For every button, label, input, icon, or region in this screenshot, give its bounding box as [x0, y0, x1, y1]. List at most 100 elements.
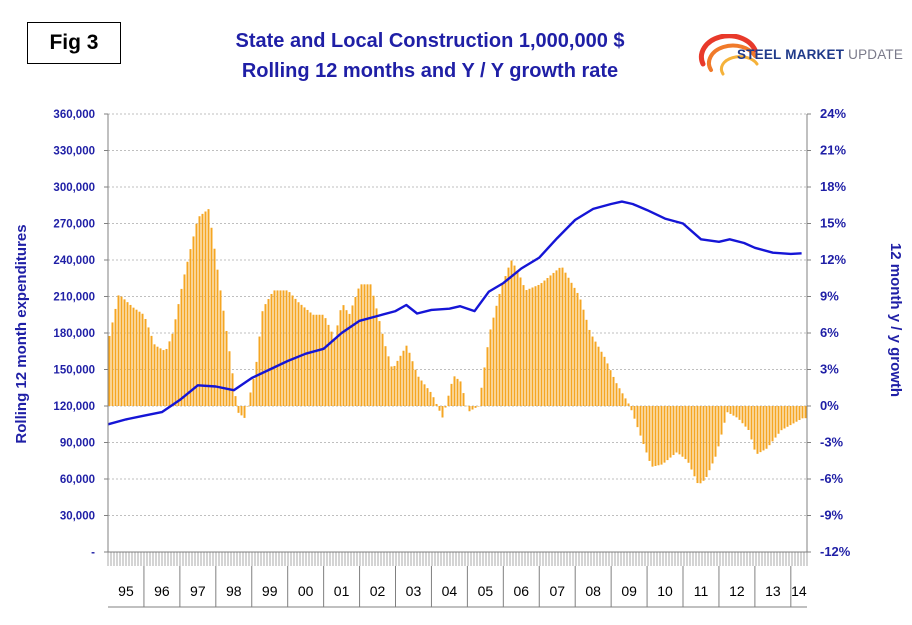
logo-text: STEEL MARKET UPDATE: [737, 47, 903, 62]
growth-bar: [462, 393, 465, 406]
growth-bar: [732, 406, 735, 416]
y-tick-label-right: 21%: [820, 143, 846, 158]
growth-bar: [687, 406, 690, 463]
figure-badge: Fig 3: [27, 22, 121, 64]
axes: [104, 113, 811, 608]
growth-bar: [396, 360, 399, 406]
growth-bar: [267, 299, 270, 406]
growth-bar: [510, 260, 513, 406]
growth-bar: [444, 406, 447, 408]
growth-bar: [423, 384, 426, 406]
growth-bar: [669, 406, 672, 458]
growth-bar: [294, 298, 297, 406]
growth-bar: [147, 327, 150, 406]
growth-bar: [534, 286, 537, 406]
growth-bar: [369, 284, 372, 406]
growth-bar: [789, 406, 792, 426]
growth-bar: [150, 335, 153, 406]
growth-bar: [408, 352, 411, 406]
y-tick-label-left: 360,000: [53, 109, 95, 121]
growth-bar: [498, 293, 501, 406]
growth-bar: [474, 406, 477, 408]
growth-bar: [258, 336, 261, 406]
growth-bar: [459, 381, 462, 406]
x-tick-label-year: 97: [190, 583, 206, 599]
y-axis-label-right: 12 month y / y growth: [887, 243, 904, 397]
growth-bar: [261, 311, 264, 406]
growth-bar: [282, 290, 285, 406]
expenditure-line-layer: [107, 200, 802, 426]
growth-bar: [606, 363, 609, 406]
expenditure-line: [107, 200, 802, 426]
growth-bar: [717, 406, 720, 447]
growth-bar: [111, 322, 114, 406]
growth-bar: [393, 365, 396, 406]
growth-bar: [138, 311, 141, 406]
growth-bar: [171, 333, 174, 406]
growth-bar: [243, 406, 246, 418]
growth-bar: [279, 290, 282, 406]
growth-bar: [186, 261, 189, 406]
growth-bar: [597, 346, 600, 406]
growth-bar: [303, 307, 306, 406]
growth-bar: [495, 305, 498, 406]
x-tick-label-year: 98: [226, 583, 242, 599]
growth-bar: [120, 296, 123, 406]
growth-bar: [711, 406, 714, 464]
growth-bar: [792, 406, 795, 424]
growth-bar: [642, 406, 645, 445]
growth-bar: [420, 380, 423, 406]
x-tick-label-year: 05: [478, 583, 494, 599]
x-tick-label-year: 13: [765, 583, 781, 599]
growth-bar: [765, 406, 768, 449]
growth-bar: [333, 338, 336, 406]
growth-bar: [306, 309, 309, 406]
growth-bar: [522, 285, 525, 406]
growth-bar: [576, 292, 579, 406]
growth-bar: [162, 350, 165, 406]
growth-bar: [654, 406, 657, 466]
growth-bar: [519, 277, 522, 406]
growth-bar: [705, 406, 708, 477]
growth-bar: [798, 406, 801, 421]
y-tick-label-right: 0%: [820, 398, 839, 413]
growth-bar: [177, 304, 180, 406]
growth-bar: [192, 236, 195, 406]
chart-title-line1: State and Local Construction 1,000,000 $: [235, 30, 625, 52]
growth-bar: [285, 290, 288, 406]
tick-labels: - -12% 30,000 -9% 60,000 -6% 90,000 -3% 120,000 0…: [53, 106, 850, 599]
growth-bar: [561, 267, 564, 406]
growth-bar: [213, 248, 216, 406]
growth-bar: [783, 406, 786, 429]
growth-bar: [426, 388, 429, 406]
growth-bar: [234, 396, 237, 406]
growth-bar: [438, 406, 441, 411]
x-tick-label-year: 99: [262, 583, 278, 599]
growth-bar: [723, 406, 726, 423]
growth-bar: [318, 314, 321, 406]
growth-bar: [558, 267, 561, 406]
growth-bar: [570, 282, 573, 406]
growth-bar: [657, 406, 660, 466]
growth-bar: [603, 356, 606, 406]
y-tick-label-right: 9%: [820, 289, 839, 304]
growth-bar: [360, 284, 363, 406]
growth-bar: [624, 398, 627, 406]
chart-title: State and Local Construction 1,000,000 $…: [170, 26, 690, 86]
chart-title-line2: Rolling 12 months and Y / Y growth rate: [241, 60, 619, 82]
growth-bar: [345, 310, 348, 406]
growth-bar: [351, 305, 354, 406]
growth-bar: [675, 406, 678, 453]
growth-bar: [309, 312, 312, 406]
y-tick-label-right: 12%: [820, 252, 846, 267]
growth-bar: [321, 314, 324, 406]
x-tick-label-year: 14: [791, 583, 807, 599]
growth-bar: [780, 406, 783, 431]
x-tick-label-year: 96: [154, 583, 170, 599]
growth-bar: [201, 213, 204, 406]
x-tick-label-year: 08: [585, 583, 601, 599]
growth-bar: [684, 406, 687, 460]
growth-bar: [264, 304, 267, 406]
y-tick-label-left: 270,000: [53, 219, 95, 231]
